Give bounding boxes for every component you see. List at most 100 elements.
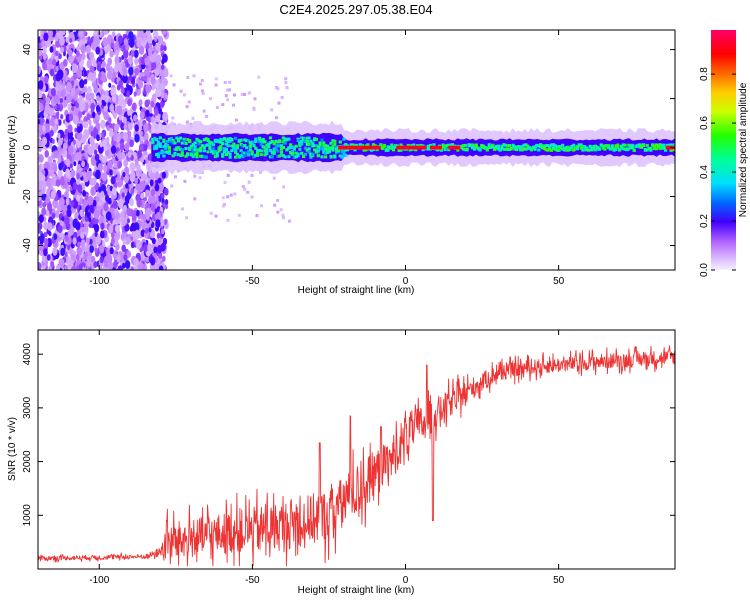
spectrogram-core-cell — [450, 143, 454, 147]
spectrogram-core-cell — [570, 144, 574, 148]
spectrogram-core-cell — [263, 149, 267, 153]
spectrogram-core-cell — [566, 145, 570, 149]
spectrogram-core-cell — [629, 144, 633, 148]
spectrogram-noise-cell — [123, 38, 129, 46]
spectrogram-noise-cell — [108, 82, 112, 88]
spectrogram-peak-cell — [410, 145, 413, 150]
spectrogram-noise-cell — [94, 153, 100, 162]
spectrogram-core-cell — [662, 143, 666, 147]
spectrogram-core-cell — [316, 149, 320, 153]
spectrogram-core-cell — [219, 147, 223, 151]
spectrogram-core-cell — [158, 145, 162, 148]
snr-x-tick-label: -50 — [245, 575, 260, 586]
spectrogram-noise-cell — [135, 239, 142, 250]
spectrogram-noise-cell — [53, 124, 58, 132]
spectrogram-core-cell — [522, 143, 526, 147]
spectrogram-core-cell — [261, 140, 265, 144]
spectrogram-core-cell — [605, 144, 609, 148]
spectrogram-core-cell — [237, 154, 241, 158]
spectrogram-core-cell — [211, 151, 216, 155]
spectrogram-noise-cell — [111, 31, 116, 38]
spectrogram-noise-cell — [38, 119, 41, 125]
spectrogram-core-cell — [561, 143, 565, 147]
spectrogram-core-cell — [256, 153, 260, 157]
spectrogram-noise-cell — [144, 52, 148, 59]
spectrogram-core-cell — [294, 155, 298, 159]
spectrogram-noise-cell — [116, 150, 123, 160]
spectrogram-core-cell — [189, 151, 194, 155]
spectrogram-core-cell — [153, 145, 157, 149]
spectrogram-noise-cell — [150, 76, 156, 85]
spectrogram-peak-cell — [351, 145, 355, 150]
spectrogram-noise-cell — [60, 46, 64, 54]
spectrogram-core-cell — [320, 147, 324, 151]
spectrogram-noise-cell — [101, 60, 106, 68]
spectrogram-scatter-cell — [234, 118, 238, 122]
spectrogram-core-cell — [265, 143, 269, 147]
spectrogram-core-cell — [283, 141, 287, 145]
spectrogram-noise-cell — [83, 129, 90, 139]
spectrogram-noise-cell — [151, 237, 156, 245]
spectrogram-noise-cell — [154, 183, 160, 192]
spectrogram-scatter-cell — [189, 122, 193, 126]
spectrogram-core-cell — [327, 150, 331, 154]
spectrogram-core-cell — [550, 143, 554, 147]
spectrogram-core-cell — [461, 144, 465, 148]
spectrogram-core-cell — [155, 138, 159, 142]
spectrogram-noise-cell — [42, 40, 46, 47]
spectrogram-noise-cell — [162, 111, 169, 122]
spectrogram-noise-cell — [109, 104, 115, 112]
spectrogram-core-cell — [241, 144, 245, 148]
spectrogram-core-cell — [586, 148, 590, 152]
spectrogram-core-cell — [246, 150, 251, 154]
spectrogram-core-cell — [353, 144, 357, 148]
spectrogram-noise-cell — [104, 149, 110, 157]
spectrogram-noise-cell — [158, 108, 162, 115]
spectrogram-core-cell — [467, 143, 471, 147]
spectrogram-core-cell — [318, 147, 322, 151]
spectrogram-noise-cell — [71, 63, 78, 74]
spectrogram-core-cell — [224, 138, 228, 142]
spectrogram-core-cell — [316, 153, 320, 157]
spectrogram-noise-cell — [72, 181, 78, 191]
spectrogram-noise-cell — [55, 51, 59, 57]
spectrogram-core-cell — [276, 140, 280, 144]
spectrogram-core-cell — [291, 150, 295, 153]
spectrogram-core-cell — [294, 151, 298, 155]
spectrogram-noise-cell — [65, 36, 70, 43]
spectrogram-noise-cell — [43, 75, 49, 84]
spectrogram-peak-cell — [436, 145, 439, 150]
spectrogram-core-cell — [539, 143, 543, 147]
spectrogram-core-cell — [272, 142, 276, 146]
spectrogram-x-label: Height of straight line (km) — [298, 285, 415, 296]
spectrogram-noise-cell — [157, 177, 162, 184]
spectrogram-noise-cell — [159, 82, 166, 91]
spectrogram-core-cell — [652, 144, 657, 148]
spectrogram-core-cell — [202, 149, 206, 153]
spectrogram-noise-cell — [123, 49, 129, 59]
spectrogram-noise-cell — [134, 133, 140, 143]
spectrogram-scatter-cell — [247, 180, 251, 184]
spectrogram-noise-cell — [77, 184, 83, 193]
spectrogram-noise-cell — [74, 79, 80, 89]
spectrogram-noise-cell — [122, 116, 128, 124]
spectrogram-frame — [37, 29, 676, 271]
spectrogram-core-cell — [342, 137, 346, 141]
spectrogram-scatter-cell — [287, 219, 291, 223]
spectrogram-core-cell — [195, 155, 199, 159]
spectrogram-core-cell — [517, 145, 521, 149]
spectrogram-noise-cell — [147, 197, 153, 205]
spectrogram-noise-cell — [101, 155, 107, 164]
spectrogram-core-cell — [608, 147, 613, 151]
spectrogram-noise-cell — [139, 180, 146, 191]
spectrogram-core-cell — [213, 150, 217, 153]
spectrogram-core-cell — [230, 144, 234, 148]
spectrogram-noise-cell — [92, 199, 97, 207]
spectrogram-noise-cell — [94, 223, 100, 233]
spectrogram-scatter-cell — [214, 83, 218, 87]
spectrogram-noise-cell — [100, 222, 105, 230]
spectrogram-core-cell — [592, 144, 596, 148]
spectrogram-noise-cell — [43, 32, 49, 42]
spectrogram-noise-cell — [150, 100, 155, 108]
spectrogram-core-cell — [309, 155, 313, 159]
